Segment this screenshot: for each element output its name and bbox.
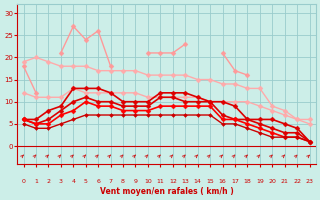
X-axis label: Vent moyen/en rafales ( km/h ): Vent moyen/en rafales ( km/h ) xyxy=(100,187,234,196)
